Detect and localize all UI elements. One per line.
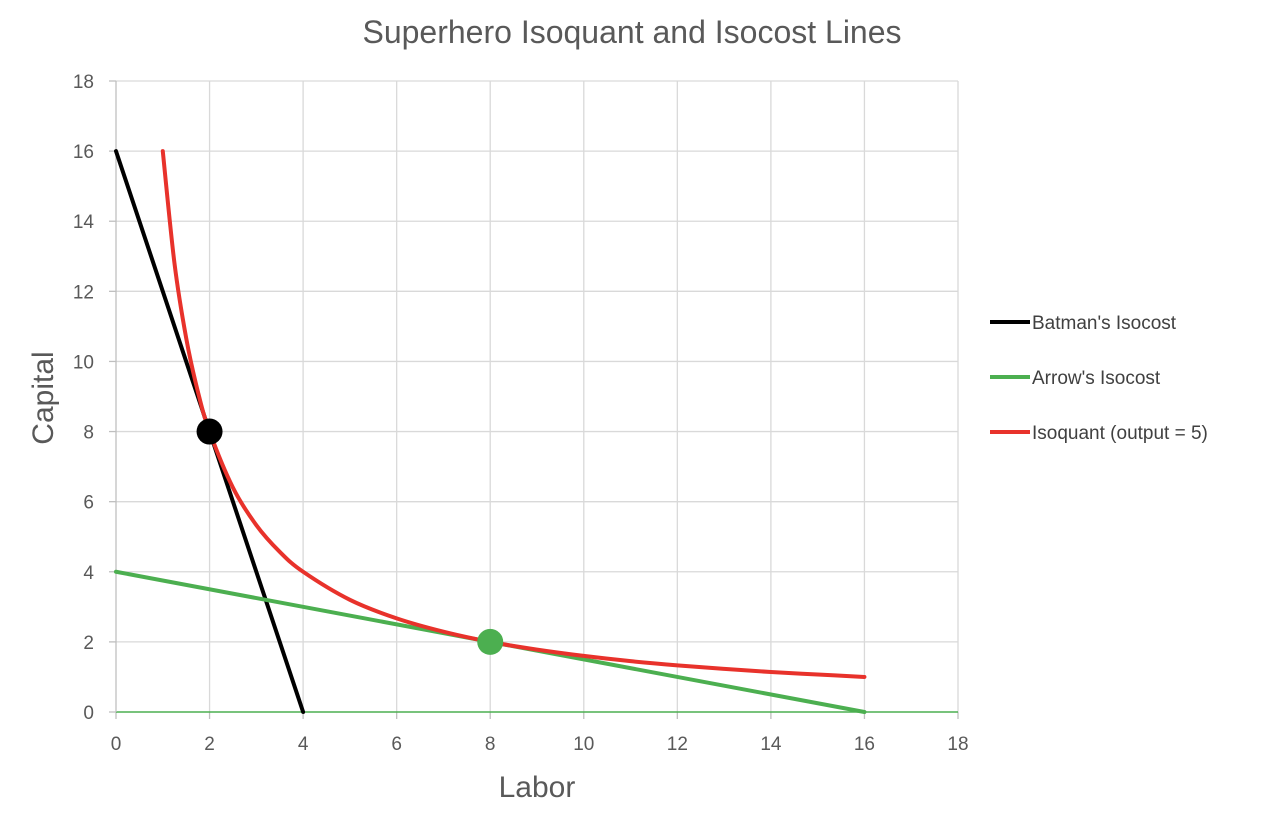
chart-title: Superhero Isoquant and Isocost Lines: [362, 14, 901, 50]
y-tick-label: 4: [83, 563, 94, 584]
x-tick-label: 6: [391, 734, 402, 755]
y-tick-label: 8: [83, 423, 94, 444]
grid: [116, 80, 959, 712]
legend-label-1: Arrow's Isocost: [1032, 368, 1161, 389]
x-axis-title: Labor: [499, 771, 576, 804]
x-tick-label: 14: [760, 734, 782, 755]
x-tick-label: 0: [111, 734, 122, 755]
x-tick-label: 18: [947, 734, 968, 755]
legend-label-0: Batman's Isocost: [1032, 313, 1177, 334]
y-tick-label: 16: [73, 142, 94, 163]
y-tick-label: 10: [73, 352, 94, 373]
x-tick-label: 12: [667, 734, 688, 755]
y-tick-label: 18: [73, 72, 94, 93]
series-line-2: [160, 149, 867, 679]
x-tick-label: 10: [573, 734, 594, 755]
y-tick-label: 2: [83, 633, 94, 654]
y-tick-label: 6: [83, 493, 94, 514]
x-tick-label: 2: [204, 734, 215, 755]
y-tick-label: 12: [73, 282, 94, 303]
x-tick-label: 8: [485, 734, 496, 755]
y-tick-label: 14: [73, 212, 95, 233]
x-axis: 0 2 4 6 8 10 12 14 16 18: [111, 711, 969, 755]
y-axis-title: Capital: [27, 351, 60, 444]
tangency-point-1: [477, 628, 504, 655]
tangency-points: [196, 418, 504, 655]
y-tick-label: 0: [83, 703, 94, 724]
legend-label-2: Isoquant (output = 5): [1032, 423, 1208, 444]
x-tick-label: 4: [298, 734, 309, 755]
tangency-point-0: [196, 418, 223, 445]
x-tick-label: 16: [854, 734, 875, 755]
legend: Batman's Isocost Arrow's Isocost Isoquant …: [990, 313, 1208, 444]
y-axis: 0 2 4 6 8 10 12 14 16 18: [73, 72, 117, 724]
